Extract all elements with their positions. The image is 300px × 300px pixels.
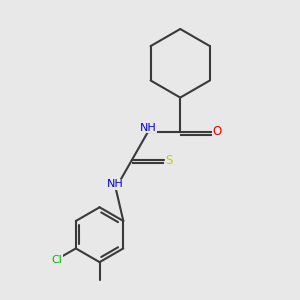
Text: O: O (213, 125, 222, 138)
Text: S: S (165, 154, 172, 166)
Text: NH: NH (140, 123, 156, 133)
Text: NH: NH (107, 179, 124, 189)
Text: Cl: Cl (51, 254, 62, 265)
